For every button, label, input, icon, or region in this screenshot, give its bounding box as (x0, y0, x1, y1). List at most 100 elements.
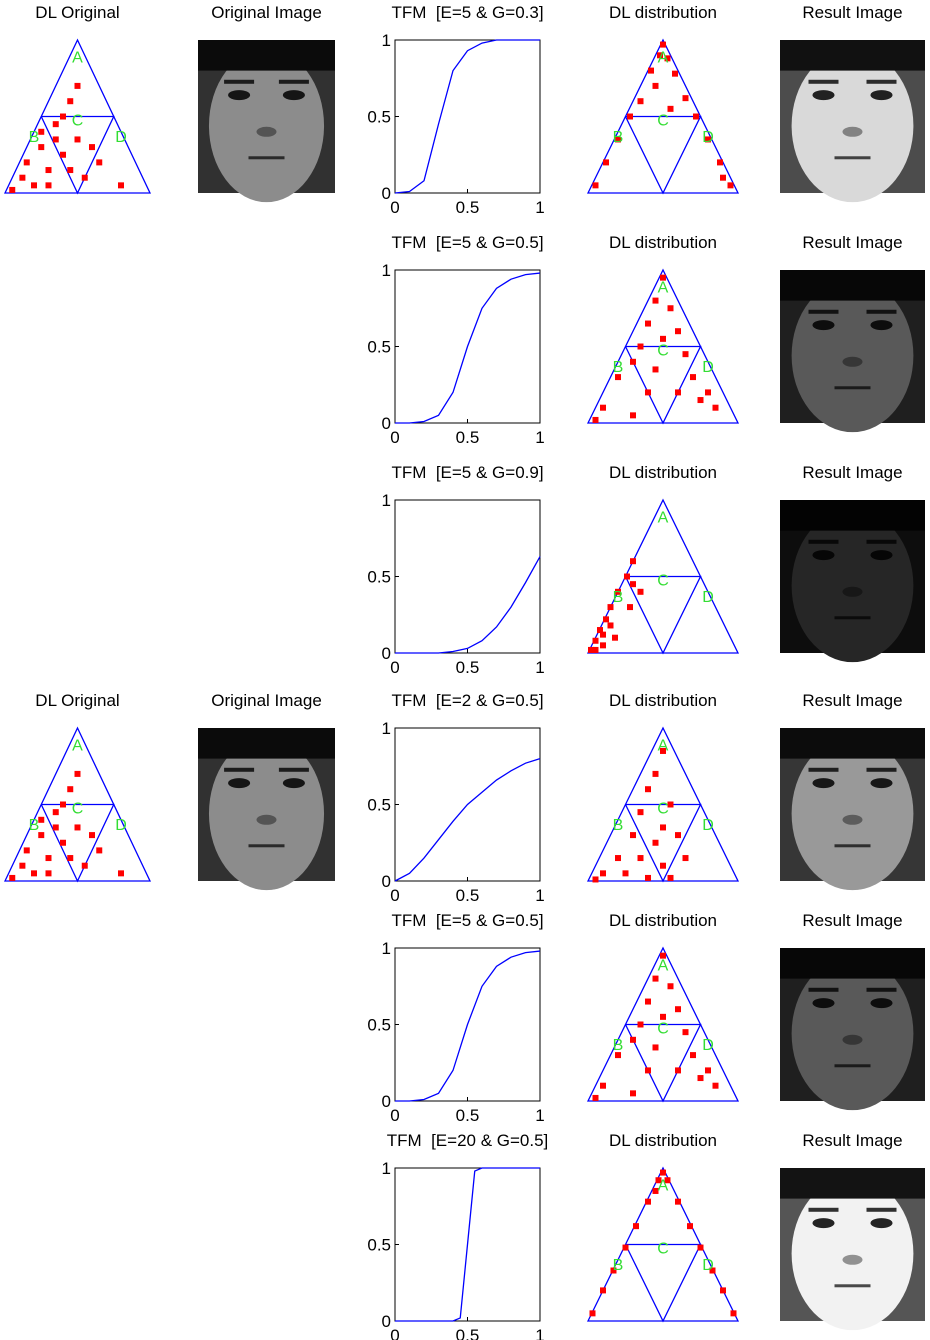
brow (808, 309, 839, 314)
line-plot: 0 0.5 1 0 0.5 1 (367, 491, 544, 677)
corner-label: D (702, 589, 714, 606)
panel-title: DL distribution (609, 1131, 717, 1150)
corner-label: C (72, 112, 84, 129)
x-tick-label: 1 (535, 428, 544, 447)
point (637, 855, 644, 862)
point (622, 1244, 629, 1251)
point (597, 627, 603, 634)
panel-title: Result Image (802, 1131, 902, 1150)
face (791, 737, 914, 891)
corner-label: C (72, 800, 84, 817)
curve (394, 757, 541, 882)
y-tick-label: 0 (382, 184, 391, 203)
eye (870, 90, 893, 101)
panel-title: Original Image (211, 3, 322, 22)
point (637, 588, 644, 595)
point (637, 98, 644, 105)
inner-triangle (624, 345, 702, 425)
point (660, 335, 666, 342)
point (81, 862, 88, 869)
point (607, 622, 614, 629)
point (637, 343, 644, 350)
plot-frame (394, 39, 541, 194)
corner-label: A (72, 738, 83, 755)
brow (808, 79, 839, 84)
x-tick-label: 0 (390, 198, 399, 217)
point (660, 274, 666, 281)
corner-label: D (115, 129, 127, 146)
y-tick-label: 0.5 (367, 1236, 391, 1255)
point (652, 1187, 659, 1194)
corner-label: D (702, 817, 714, 834)
face-image (780, 728, 925, 891)
point (660, 862, 666, 869)
point (592, 876, 599, 883)
ternary-plot: A B C D (586, 726, 740, 883)
point (592, 416, 599, 423)
corner-label: D (702, 1037, 714, 1054)
point (612, 634, 618, 641)
point (630, 358, 636, 365)
hair (780, 500, 925, 531)
point (38, 816, 45, 823)
point (675, 832, 681, 839)
point (74, 136, 81, 143)
corner-label: C (657, 112, 669, 129)
point (682, 95, 689, 102)
point (96, 159, 103, 166)
point (89, 144, 95, 151)
point (67, 167, 74, 174)
point (657, 52, 663, 59)
y-tick-label: 1 (382, 491, 391, 510)
nose (842, 356, 863, 367)
point (588, 646, 594, 653)
point (589, 1310, 596, 1317)
corner-label: A (658, 280, 669, 297)
corner-label: D (702, 1257, 714, 1274)
panel-title: TFM [E=5 & G=0.5] (391, 911, 543, 930)
y-tick-label: 0.5 (367, 1016, 391, 1035)
eye (812, 1218, 835, 1229)
brow (278, 79, 309, 84)
corner-label: B (613, 1257, 624, 1274)
panel-title: DL distribution (609, 3, 717, 22)
point (709, 1267, 716, 1274)
eye (812, 998, 835, 1009)
ternary-plot: A B C D (3, 38, 152, 195)
point (652, 975, 659, 982)
line-plot: 0 0.5 1 0 0.5 1 (367, 31, 544, 217)
point (667, 874, 674, 881)
nose (842, 814, 863, 825)
y-tick-label: 0 (382, 1092, 391, 1111)
point (660, 41, 666, 48)
panel-title: DL Original (35, 691, 119, 710)
eye (282, 778, 305, 789)
corner-label: A (658, 510, 669, 527)
face-image (780, 40, 925, 203)
point (675, 1198, 681, 1205)
panel-title: Result Image (802, 911, 902, 930)
x-tick-label: 1 (535, 658, 544, 677)
eye (870, 320, 893, 331)
point (610, 1267, 617, 1274)
point (648, 67, 654, 74)
panel-title: TFM [E=5 & G=0.5] (391, 233, 543, 252)
point (645, 1198, 651, 1205)
point (592, 1094, 599, 1101)
point (600, 870, 606, 877)
hair (198, 40, 335, 71)
point (667, 983, 674, 990)
point (118, 870, 124, 877)
panel-title: Result Image (802, 691, 902, 710)
inner-triangle (624, 1023, 702, 1103)
point (622, 870, 629, 877)
y-tick-label: 0.5 (367, 338, 391, 357)
point (600, 404, 606, 411)
point (630, 1036, 636, 1043)
point (690, 1052, 696, 1059)
face (791, 1177, 914, 1331)
hair (780, 1168, 925, 1199)
curve (394, 39, 540, 194)
point (693, 113, 699, 120)
